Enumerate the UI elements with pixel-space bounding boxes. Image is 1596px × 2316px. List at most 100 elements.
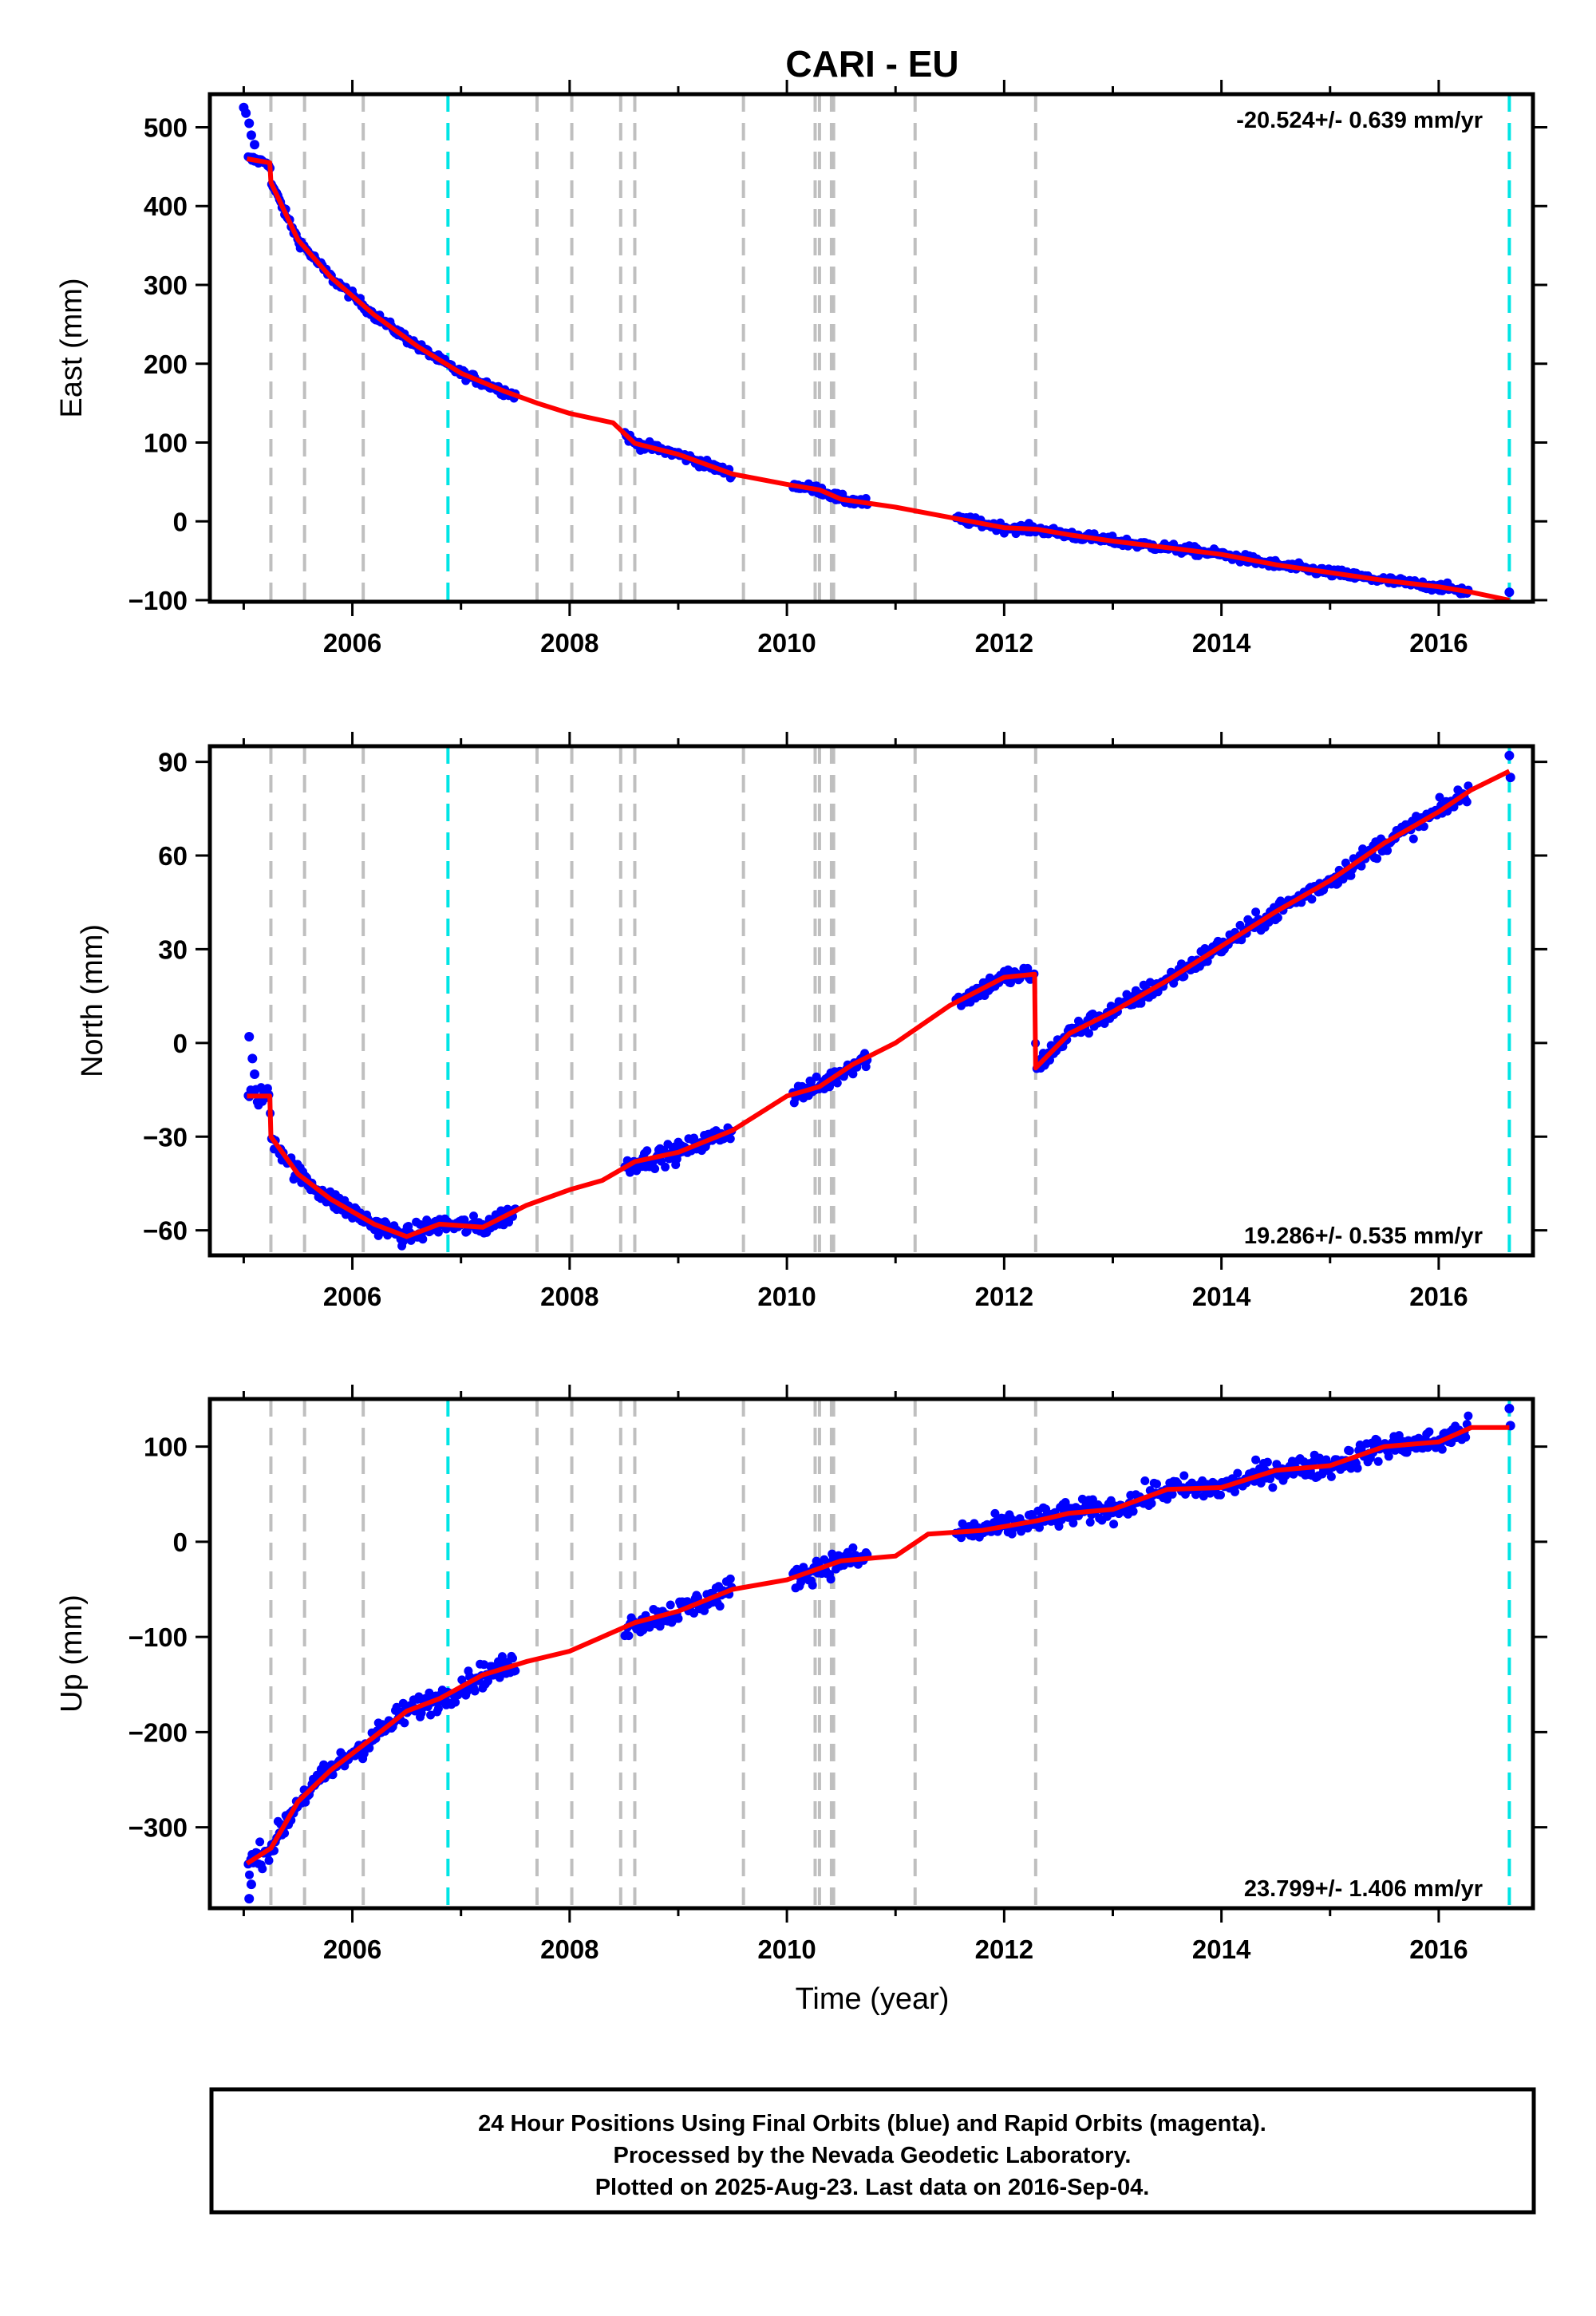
data-point [834,1551,843,1560]
data-point [425,1688,434,1697]
y-tick-label: 200 [144,350,188,379]
data-point [1504,750,1515,761]
data-point [1309,1457,1317,1467]
data-point [244,1032,255,1042]
data-point [1408,834,1418,844]
final-orbit-points [239,102,1515,599]
data-point [1435,792,1444,802]
data-point [812,1072,821,1081]
data-point [1437,1445,1447,1454]
data-point [848,1543,858,1552]
data-point [470,1686,480,1696]
data-point [1231,1487,1239,1496]
x-tick-label: 2006 [323,1282,381,1311]
data-point [1307,895,1317,904]
x-tick-label: 2016 [1409,1935,1468,1964]
data-point [508,1654,517,1663]
velocity-rate-label: 23.799+/- 1.406 mm/yr [1244,1876,1483,1902]
data-point [451,1697,460,1707]
data-point [1505,773,1515,783]
panels-container: 2006 2008 2010 2012 2014 20165004003002001000… [55,80,1547,1964]
data-point [246,1879,256,1890]
data-point [418,1235,428,1244]
data-point [1069,1518,1078,1528]
data-point [990,1508,1000,1518]
data-point [246,130,256,140]
y-axis-label: Up (mm) [55,1595,89,1713]
plot-area [239,94,1515,602]
data-point [1464,1411,1473,1421]
data-point [1373,854,1382,864]
x-tick-label: 2014 [1192,628,1251,658]
y-tick-label: 30 [158,935,188,964]
x-tick-label: 2012 [975,1282,1033,1311]
data-point [1353,1464,1362,1473]
model-fit-line [245,1425,1510,1866]
data-point [725,1134,735,1144]
x-tick-label: 2010 [757,628,816,658]
data-point [258,1864,267,1874]
data-point [241,108,251,118]
data-point [1179,972,1189,981]
data-point [1035,1523,1044,1532]
velocity-rate-label: 19.286+/- 0.535 mm/yr [1244,1223,1483,1249]
panel-3: 2006 2008 2010 2012 2014 2016 100 0 −100 −200 −300… [55,1385,1547,1964]
data-point [1326,1472,1336,1481]
y-tick-label: −30 [143,1122,188,1152]
data-point [359,1749,369,1758]
x-tick-label: 2008 [540,1282,598,1311]
data-point [1384,1452,1393,1461]
data-point [1179,1471,1189,1480]
data-point [495,1673,504,1682]
data-point [433,1227,443,1237]
y-tick-label: 300 [144,271,188,300]
model-fit-line [246,156,1511,602]
x-tick-label: 2016 [1409,628,1468,658]
data-point [484,1676,492,1686]
x-tick-label: 2008 [540,1935,598,1964]
panel-1: 2006 2008 2010 2012 2014 2016 500 400 300 200 100 0… [55,80,1547,658]
data-point [250,1069,260,1079]
x-tick-label: 2012 [975,1935,1033,1964]
y-axis-label: East (mm) [55,278,89,417]
y-tick-label: 0 [173,1528,188,1557]
data-point [1462,797,1472,807]
x-tick-label: 2008 [540,628,598,658]
data-point [848,1069,858,1079]
data-point [244,118,255,128]
data-point [624,1631,634,1641]
x-tick-label: 2016 [1409,1282,1468,1311]
data-point [725,1574,735,1583]
data-point [666,1600,675,1610]
data-point [1251,1455,1261,1464]
y-tick-label: 400 [144,192,188,221]
data-point [264,1856,274,1865]
data-point [400,1718,409,1728]
y-tick-label: 100 [144,1433,188,1462]
data-point [700,1606,709,1615]
data-point [1085,1517,1095,1527]
data-point [1140,1476,1150,1485]
data-point [1383,846,1393,856]
y-tick-label: −100 [128,586,188,615]
data-point [1373,1456,1383,1466]
data-point [1084,1029,1093,1038]
data-point [1233,1468,1242,1478]
x-tick-label: 2014 [1192,1282,1251,1311]
data-point [1167,1489,1177,1499]
y-tick-label: −100 [128,1622,188,1652]
y-tick-label: 100 [144,429,188,458]
data-point [826,1575,836,1584]
final-orbit-points [243,1403,1515,1904]
data-point [1147,1499,1156,1508]
data-point [1268,1483,1278,1492]
data-point [689,1608,699,1618]
data-point [1200,944,1210,953]
x-tick-label: 2010 [757,1935,816,1964]
data-point [244,1894,255,1904]
y-axis-label: North (mm) [76,924,109,1077]
data-point [832,1078,842,1088]
data-point [1216,1490,1225,1500]
x-tick-label: 2012 [975,628,1033,658]
y-tick-label: 90 [158,748,188,777]
